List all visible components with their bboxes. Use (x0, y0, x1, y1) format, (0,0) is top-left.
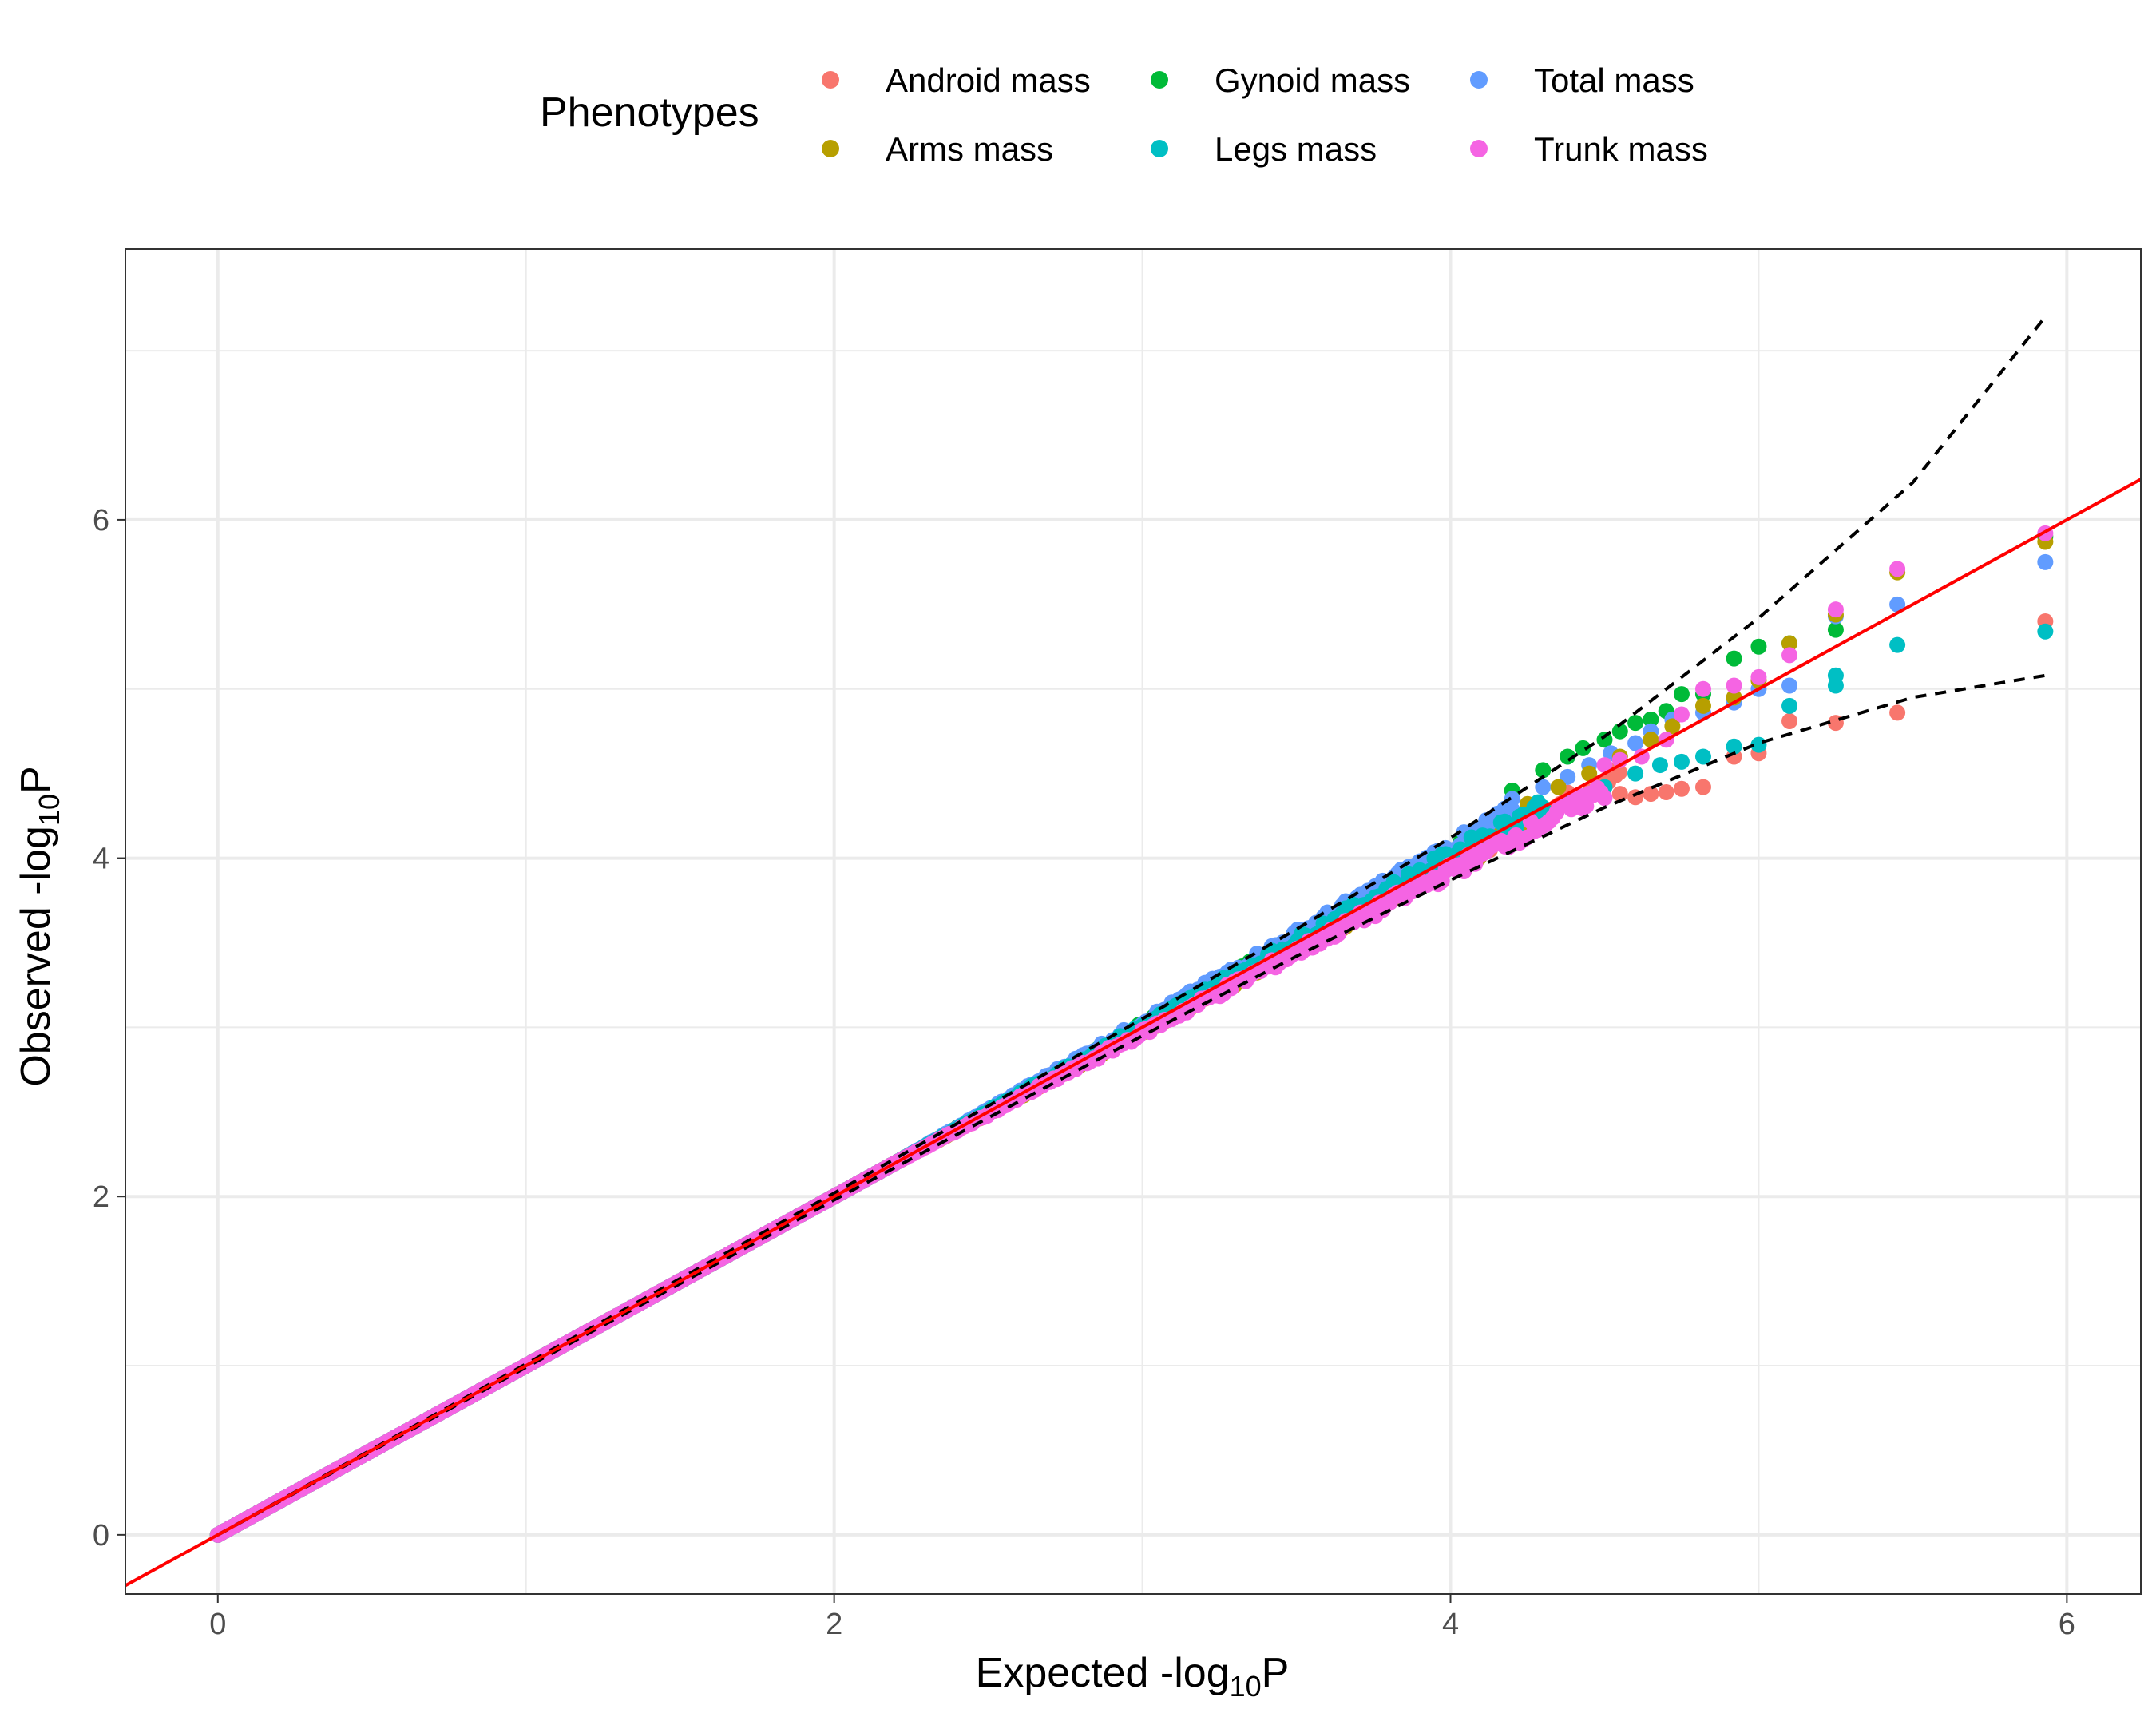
data-point (1781, 635, 1798, 652)
data-point (1694, 680, 1711, 697)
plot-panel (125, 248, 2142, 1595)
data-point (1560, 768, 1576, 785)
data-point (1781, 677, 1798, 694)
data-point (1627, 715, 1644, 732)
x-tick-label: 4 (1442, 1608, 1459, 1641)
data-point (1596, 757, 1613, 774)
data-point (1726, 738, 1742, 755)
data-point (2037, 553, 2054, 570)
x-tick-label: 2 (826, 1608, 842, 1641)
legend-key (1151, 140, 1168, 157)
legend-label: Total mass (1534, 61, 1694, 99)
data-point (1781, 647, 1798, 664)
data-point (1658, 783, 1674, 800)
data-point (1596, 790, 1613, 807)
data-point (1651, 757, 1668, 774)
y-tick-label: 4 (93, 843, 109, 876)
data-point (1827, 621, 1844, 638)
data-point (1726, 677, 1742, 694)
data-point (1643, 711, 1659, 728)
data-point (1575, 740, 1591, 756)
x-tick-label: 0 (209, 1608, 226, 1641)
legend-item: Legs mass (1151, 130, 1377, 168)
data-point (1827, 601, 1844, 618)
data-point (1827, 677, 1844, 694)
x-tick-label: 6 (2059, 1608, 2075, 1641)
data-point (1673, 753, 1690, 770)
data-point (1781, 697, 1798, 714)
y-axis-title: Observed -log10P (13, 766, 65, 1086)
x-axis-title-sub: 10 (1230, 1670, 1262, 1703)
y-axis: 0 2 4 6 (93, 504, 125, 1552)
legend-items: Android mass Gynoid mass Total mass Arms ma… (822, 61, 1708, 168)
data-point (1627, 735, 1644, 751)
legend-label: Legs mass (1215, 130, 1377, 168)
legend-key (1470, 71, 1488, 89)
y-tick-label: 0 (93, 1519, 109, 1552)
panel-background (125, 249, 2141, 1594)
confidence-lower-line (216, 673, 2046, 1537)
y-tick-label: 6 (93, 504, 109, 537)
data-point (1550, 779, 1567, 795)
data-point (1560, 748, 1576, 765)
legend-key (822, 71, 839, 89)
confidence-upper-line (216, 315, 2047, 1537)
panel-border (125, 248, 2142, 1595)
data-point (2037, 623, 2054, 640)
data-point (1596, 732, 1613, 748)
y-axis-title-sub: 10 (33, 794, 65, 826)
x-axis-title: Expected -log10P (976, 1650, 1290, 1703)
data-point (1694, 779, 1711, 795)
data-point (1781, 712, 1798, 729)
data-point (1750, 638, 1767, 655)
legend-title: Phenotypes (540, 89, 759, 136)
data-point (1889, 636, 1906, 653)
data-point (1694, 697, 1711, 714)
data-point (1664, 718, 1681, 735)
data-point (1627, 765, 1644, 782)
identity-line (125, 478, 2141, 1588)
data-point (1694, 748, 1711, 765)
legend-key (1470, 140, 1488, 157)
legend: Phenotypes Android mass Gynoid mass Total … (540, 61, 1708, 168)
data-point (1643, 786, 1659, 803)
legend-label: Gynoid mass (1215, 61, 1410, 99)
legend-item: Arms mass (822, 130, 1053, 168)
legend-item: Gynoid mass (1151, 61, 1410, 99)
legend-item: Total mass (1470, 61, 1694, 99)
legend-key (822, 140, 839, 157)
data-point (1535, 779, 1552, 795)
legend-label: Trunk mass (1534, 130, 1708, 168)
legend-label: Android mass (886, 61, 1091, 99)
x-axis: 0 2 4 6 (209, 1594, 2075, 1641)
data-point (1643, 732, 1659, 748)
data-point (1535, 762, 1552, 779)
x-axis-title-main: Expected -log (976, 1650, 1230, 1696)
data-point (1726, 650, 1742, 667)
reference-lines (125, 315, 2141, 1588)
data-point (1889, 561, 1906, 577)
x-axis-title-tail: P (1262, 1650, 1290, 1696)
legend-item: Trunk mass (1470, 130, 1708, 168)
data-point (1504, 791, 1520, 807)
data-point (1673, 686, 1690, 703)
y-tick-label: 2 (93, 1180, 109, 1214)
legend-key (1151, 71, 1168, 89)
data-point (1581, 765, 1598, 782)
data-point (1611, 723, 1628, 740)
data-point (1673, 780, 1690, 797)
data-point (1889, 704, 1906, 721)
gridlines (125, 249, 2141, 1594)
data-point (1673, 706, 1690, 723)
data-point (1889, 596, 1906, 613)
legend-label: Arms mass (886, 130, 1053, 168)
y-axis-title-main: Observed -log (13, 826, 59, 1087)
data-point (1750, 668, 1767, 685)
y-axis-title-tail: P (13, 766, 59, 794)
legend-item: Android mass (822, 61, 1091, 99)
